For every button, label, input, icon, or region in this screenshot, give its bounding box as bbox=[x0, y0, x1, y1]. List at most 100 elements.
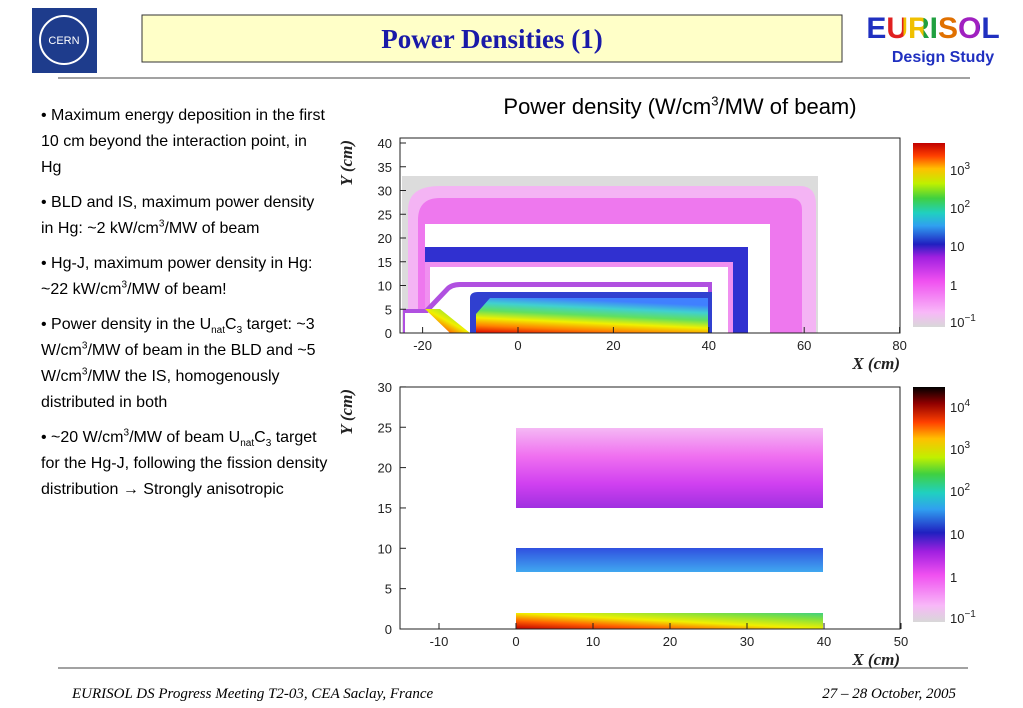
text-run: /MW the IS, homogenously distributed in … bbox=[41, 368, 280, 411]
y-tick-label: 5 bbox=[385, 302, 392, 317]
y-tick-label: 20 bbox=[378, 461, 392, 476]
subscript: nat bbox=[240, 438, 255, 450]
text-run: C bbox=[225, 316, 237, 333]
colorbar-label: 103 bbox=[950, 440, 970, 457]
text-run: 10 bbox=[950, 163, 964, 178]
colorbar-label: 104 bbox=[950, 398, 970, 415]
text-run: 1 bbox=[950, 278, 957, 293]
bullet: • Power density in the UnatC3 target: ~3… bbox=[41, 312, 329, 416]
text-run: 10 bbox=[950, 239, 964, 254]
y-tick-label: 25 bbox=[378, 207, 392, 222]
text-run: 10 bbox=[950, 315, 964, 330]
bullet-list: • Maximum energy deposition in the first… bbox=[41, 103, 329, 512]
colorbar-label: 1 bbox=[950, 278, 957, 293]
text-run: /MW of beam U bbox=[129, 429, 241, 446]
text-run: /MW of beam) bbox=[718, 94, 857, 119]
title-box bbox=[141, 14, 843, 63]
y-tick-label: 0 bbox=[385, 326, 392, 341]
y-tick-label: 25 bbox=[378, 420, 392, 435]
x-axis-label: X (cm) bbox=[851, 650, 900, 669]
text-run: C bbox=[254, 429, 266, 446]
x-tick-label: 20 bbox=[606, 338, 620, 353]
x-axis-label: X (cm) bbox=[851, 354, 900, 373]
superscript: 3 bbox=[964, 440, 970, 451]
y-tick-label: 30 bbox=[378, 380, 392, 395]
colorbar bbox=[913, 143, 945, 327]
colorbar-label: 10 bbox=[950, 527, 964, 542]
text-run: • BLD and IS, maximum power density in H… bbox=[41, 194, 315, 237]
bullet: • Hg-J, maximum power density in Hg: ~22… bbox=[41, 251, 329, 303]
y-tick-label: 5 bbox=[385, 582, 392, 597]
text-run: 10 bbox=[950, 611, 964, 626]
heat-region bbox=[476, 298, 708, 333]
text-run: • Power density in the U bbox=[41, 316, 212, 333]
heatmap-2 bbox=[516, 428, 823, 629]
bullet: • ~20 W/cm3/MW of beam UnatC3 target for… bbox=[41, 425, 329, 503]
x-tick-label: 40 bbox=[702, 338, 716, 353]
x-tick-label: 50 bbox=[894, 634, 908, 649]
text-run: 10 bbox=[950, 527, 964, 542]
heat-region bbox=[516, 548, 823, 572]
y-axis-label: Y (cm) bbox=[337, 140, 356, 186]
text-run: • Maximum energy deposition in the first… bbox=[41, 107, 325, 176]
x-tick-label: 60 bbox=[797, 338, 811, 353]
x-tick-label: 20 bbox=[663, 634, 677, 649]
x-tick-label: -20 bbox=[413, 338, 432, 353]
text-run: 10 bbox=[950, 400, 964, 415]
y-tick-label: 40 bbox=[378, 136, 392, 151]
superscript: 3 bbox=[964, 161, 970, 172]
y-tick-label: 30 bbox=[378, 184, 392, 199]
colorbar-label: 102 bbox=[950, 482, 970, 499]
text-run: 10 bbox=[950, 442, 964, 457]
superscript: −1 bbox=[964, 313, 976, 324]
text-run: • ~20 W/cm bbox=[41, 429, 124, 446]
y-axis-label: Y (cm) bbox=[337, 389, 356, 435]
cern-logo bbox=[32, 8, 97, 73]
bullet: • Maximum energy deposition in the first… bbox=[41, 103, 329, 181]
superscript: 3 bbox=[81, 366, 88, 378]
superscript: 2 bbox=[964, 199, 970, 210]
superscript: 3 bbox=[81, 340, 88, 352]
y-tick-label: 0 bbox=[385, 622, 392, 637]
plot-frame bbox=[399, 137, 901, 334]
colorbar-label: 103 bbox=[950, 161, 970, 178]
colorbar-label: 102 bbox=[950, 199, 970, 216]
text-run: target: ~3 W/cm bbox=[41, 316, 315, 359]
subscript: 3 bbox=[236, 325, 243, 337]
superscript: 2 bbox=[964, 482, 970, 493]
subscript: nat bbox=[211, 325, 226, 337]
x-tick-label: 0 bbox=[514, 338, 521, 353]
heatmap-1 bbox=[402, 176, 818, 333]
colorbar-label: 10−1 bbox=[950, 313, 976, 330]
text-run: 10 bbox=[950, 201, 964, 216]
x-tick-label: 40 bbox=[817, 634, 831, 649]
y-tick-label: 15 bbox=[378, 255, 392, 270]
text-run: Power density (W/cm bbox=[503, 94, 712, 119]
y-tick-label: 15 bbox=[378, 501, 392, 516]
text-run: • Hg-J, maximum power density in Hg: ~22… bbox=[41, 255, 313, 298]
colorbar bbox=[913, 387, 945, 622]
footer-left: EURISOL DS Progress Meeting T2-03, CEA S… bbox=[71, 686, 434, 702]
superscript: 3 bbox=[121, 279, 128, 291]
colorbar-label: 1 bbox=[950, 570, 957, 585]
superscript: 4 bbox=[964, 398, 970, 409]
cern-logo-ring bbox=[39, 15, 89, 65]
superscript: 3 bbox=[123, 427, 130, 439]
x-tick-label: 30 bbox=[740, 634, 754, 649]
colorbar-label: 10 bbox=[950, 239, 964, 254]
text-run: /MW of beam bbox=[164, 220, 260, 237]
y-tick-label: 35 bbox=[378, 160, 392, 175]
eurisol-logo: EURISOL bbox=[866, 12, 999, 45]
y-tick-label: 20 bbox=[378, 231, 392, 246]
y-tick-label: 10 bbox=[378, 541, 392, 556]
slide-title: Power Densities (1) bbox=[381, 24, 602, 54]
text-run: 10 bbox=[950, 484, 964, 499]
subscript: 3 bbox=[265, 438, 272, 450]
heat-region bbox=[425, 309, 470, 333]
x-tick-label: 80 bbox=[892, 338, 906, 353]
bullet: • BLD and IS, maximum power density in H… bbox=[41, 190, 329, 242]
x-tick-label: 10 bbox=[586, 634, 600, 649]
y-tick-label: 10 bbox=[378, 279, 392, 294]
